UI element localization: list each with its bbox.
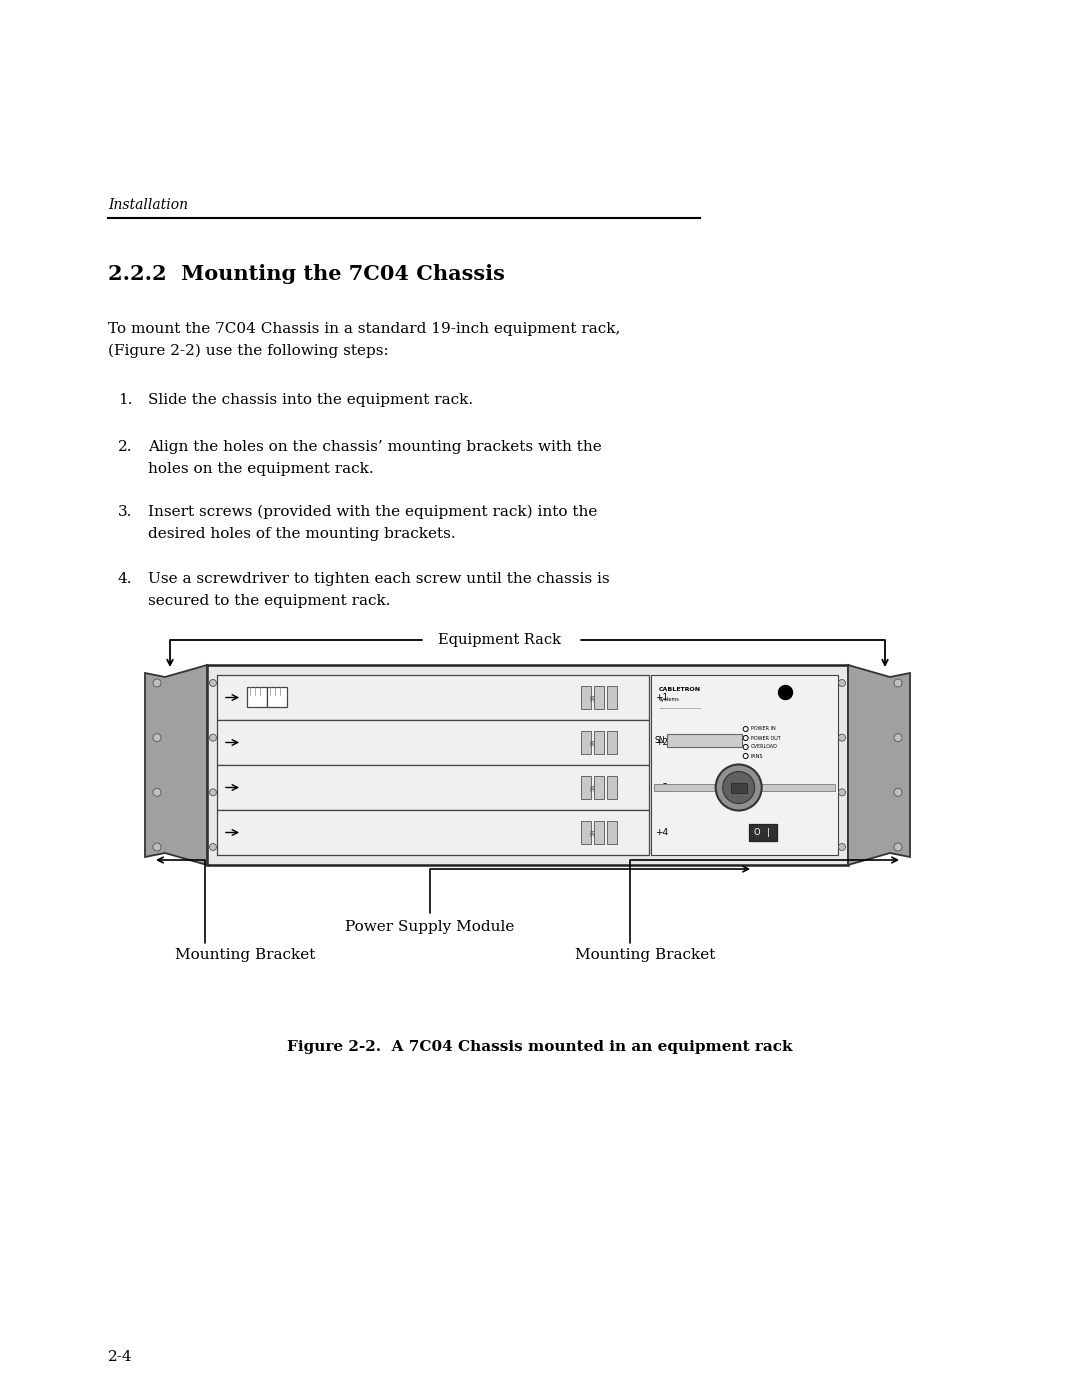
Polygon shape: [145, 665, 207, 865]
Circle shape: [894, 788, 902, 796]
Text: secured to the equipment rack.: secured to the equipment rack.: [148, 594, 391, 608]
Bar: [731, 782, 746, 792]
Circle shape: [838, 735, 846, 742]
Text: Power Supply Module: Power Supply Module: [346, 921, 515, 935]
Polygon shape: [848, 665, 910, 865]
Text: 2.: 2.: [118, 440, 133, 454]
Text: CABLETRON: CABLETRON: [659, 687, 701, 692]
Text: (Figure 2-2) use the following steps:: (Figure 2-2) use the following steps:: [108, 344, 389, 359]
Text: SN: SN: [591, 784, 596, 791]
Bar: [594, 731, 604, 754]
Text: +2: +2: [654, 738, 667, 747]
Bar: [207, 665, 848, 865]
Circle shape: [838, 844, 846, 851]
Bar: [607, 731, 617, 754]
Bar: [750, 823, 777, 841]
Text: POWER OUT: POWER OUT: [751, 735, 781, 740]
Text: 2.2.2  Mounting the 7C04 Chassis: 2.2.2 Mounting the 7C04 Chassis: [108, 264, 504, 284]
Circle shape: [723, 771, 755, 803]
Circle shape: [153, 788, 161, 796]
Circle shape: [210, 844, 216, 851]
Text: 1.: 1.: [118, 393, 133, 407]
Circle shape: [743, 726, 748, 732]
Text: |: |: [767, 828, 769, 837]
Bar: [581, 731, 591, 754]
Circle shape: [210, 735, 216, 742]
Bar: [607, 686, 617, 708]
Circle shape: [838, 679, 846, 686]
Text: holes on the equipment rack.: holes on the equipment rack.: [148, 462, 374, 476]
Text: SN: SN: [591, 694, 596, 701]
Bar: [594, 777, 604, 799]
Text: Figure 2-2.  A 7C04 Chassis mounted in an equipment rack: Figure 2-2. A 7C04 Chassis mounted in an…: [287, 1039, 793, 1053]
Bar: [594, 821, 604, 844]
Circle shape: [210, 679, 216, 686]
Text: +3: +3: [654, 782, 667, 792]
Text: SN: SN: [591, 739, 596, 746]
Circle shape: [210, 789, 216, 796]
Text: POWER IN: POWER IN: [751, 726, 775, 732]
Bar: [594, 686, 604, 708]
Bar: [650, 675, 838, 855]
Text: 4.: 4.: [118, 571, 133, 585]
Text: Slide the chassis into the equipment rack.: Slide the chassis into the equipment rac…: [148, 393, 473, 407]
Circle shape: [894, 733, 902, 742]
Text: OVERLOAD: OVERLOAD: [751, 745, 778, 750]
Bar: [607, 777, 617, 799]
Text: 3.: 3.: [118, 504, 133, 520]
Bar: [581, 777, 591, 799]
Circle shape: [153, 679, 161, 687]
Text: Mounting Bracket: Mounting Bracket: [175, 949, 315, 963]
Bar: [653, 784, 835, 791]
Circle shape: [153, 842, 161, 851]
Text: +1: +1: [654, 693, 667, 703]
Text: Insert screws (provided with the equipment rack) into the: Insert screws (provided with the equipme…: [148, 504, 597, 520]
Circle shape: [779, 686, 793, 700]
Text: 2-4: 2-4: [108, 1350, 133, 1363]
Text: Systems: Systems: [659, 697, 679, 703]
Bar: [217, 766, 649, 810]
Text: SN: SN: [654, 736, 665, 745]
Circle shape: [743, 745, 748, 750]
Bar: [217, 675, 649, 719]
Text: desired holes of the mounting brackets.: desired holes of the mounting brackets.: [148, 527, 456, 541]
Bar: [217, 719, 649, 766]
Bar: [581, 686, 591, 708]
Text: SN: SN: [591, 828, 596, 837]
Bar: [247, 686, 267, 707]
Text: Equipment Rack: Equipment Rack: [438, 633, 562, 647]
Text: Align the holes on the chassis’ mounting brackets with the: Align the holes on the chassis’ mounting…: [148, 440, 602, 454]
Circle shape: [894, 679, 902, 687]
Circle shape: [743, 735, 748, 740]
Circle shape: [894, 842, 902, 851]
Circle shape: [743, 753, 748, 759]
Text: Installation: Installation: [108, 198, 188, 212]
Text: +4: +4: [654, 828, 667, 837]
Bar: [581, 821, 591, 844]
Text: To mount the 7C04 Chassis in a standard 19-inch equipment rack,: To mount the 7C04 Chassis in a standard …: [108, 321, 620, 337]
Bar: [666, 733, 742, 746]
Text: FANS: FANS: [751, 753, 764, 759]
Text: Mounting Bracket: Mounting Bracket: [575, 949, 715, 963]
Bar: [267, 686, 287, 707]
Text: ─────────────────: ─────────────────: [659, 707, 701, 711]
Text: Use a screwdriver to tighten each screw until the chassis is: Use a screwdriver to tighten each screw …: [148, 571, 609, 585]
Bar: [607, 821, 617, 844]
Bar: [217, 810, 649, 855]
Circle shape: [838, 789, 846, 796]
Circle shape: [716, 764, 761, 810]
Text: O: O: [754, 828, 760, 837]
Circle shape: [153, 733, 161, 742]
